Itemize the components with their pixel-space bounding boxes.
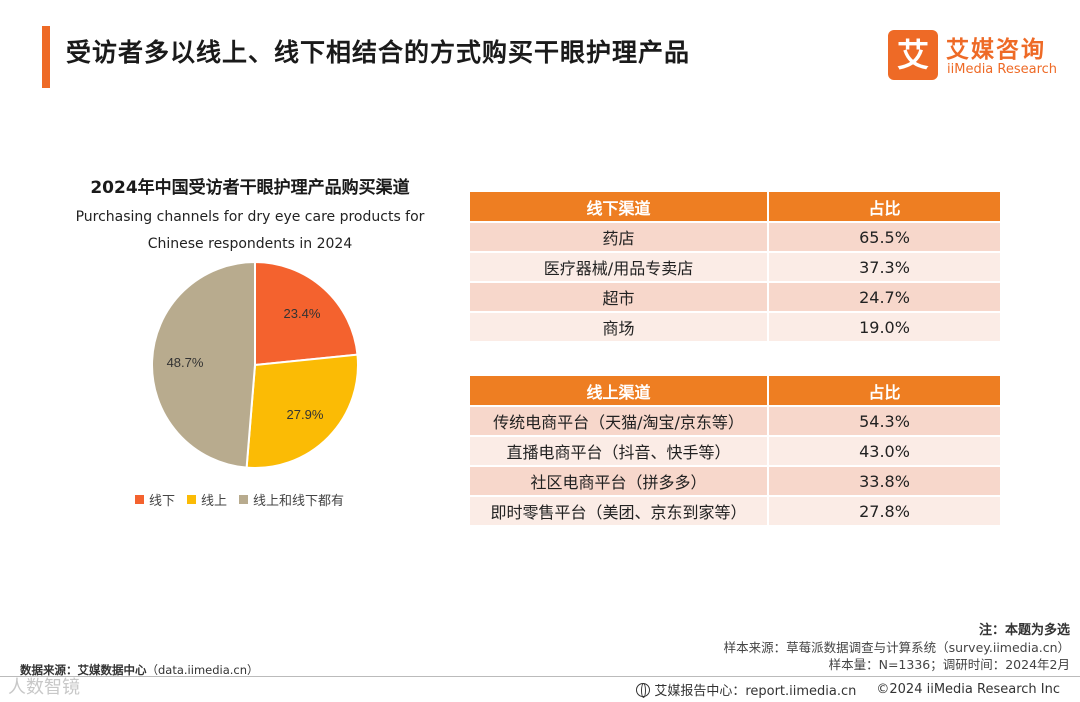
- chart-legend: 线下 线上 线上和线下都有: [135, 490, 356, 509]
- pie-slice-online: [245, 353, 359, 469]
- pie-slice-both: [151, 260, 256, 469]
- share-cell: 33.8%: [768, 466, 1002, 497]
- legend-item-offline: 线下: [135, 490, 175, 509]
- channel-cell: 社区电商平台（拼多多）: [470, 466, 769, 497]
- chart-subtitle: Purchasing channels for dry eye care pro…: [40, 204, 460, 258]
- channel-cell: 直播电商平台（抖音、快手等）: [470, 436, 769, 467]
- data-source-url: （data.iimedia.cn）: [146, 663, 259, 677]
- footer-divider: [0, 676, 1080, 677]
- watermark: 人数智镜: [8, 677, 80, 698]
- table-row: 医疗器械/用品专卖店 37.3%: [470, 252, 1002, 283]
- table-row: 传统电商平台（天猫/淘宝/京东等） 54.3%: [470, 406, 1002, 437]
- logo-en-text: iiMedia Research: [947, 62, 1058, 77]
- column-header-channel: 线下渠道: [470, 192, 769, 223]
- channel-cell: 传统电商平台（天猫/淘宝/京东等）: [470, 406, 769, 437]
- share-cell: 37.3%: [768, 252, 1002, 283]
- iimedia-logo: 艾 艾媒咨询 iiMedia Research: [888, 30, 1060, 80]
- table-row: 社区电商平台（拼多多） 33.8%: [470, 466, 1002, 497]
- pie-label-online: 27.9%: [287, 407, 324, 422]
- legend-swatch-offline: [135, 495, 144, 504]
- pie-label-both: 48.7%: [167, 355, 204, 370]
- table-row: 直播电商平台（抖音、快手等） 43.0%: [470, 436, 1002, 467]
- legend-label-offline: 线下: [149, 494, 176, 509]
- globe-icon: [636, 682, 651, 698]
- share-cell: 43.0%: [768, 436, 1002, 467]
- share-cell: 54.3%: [768, 406, 1002, 437]
- channel-cell: 药店: [470, 222, 769, 253]
- pie-chart: 23.4% 27.9% 48.7%: [151, 260, 359, 469]
- logo-mark-icon: 艾: [888, 30, 938, 80]
- column-header-share: 占比: [768, 376, 1002, 407]
- data-source: 数据来源：艾媒数据中心（data.iimedia.cn）: [20, 662, 259, 678]
- sample-size: 样本量：N=1336；调研时间：2024年2月: [828, 657, 1070, 672]
- footer: 艾媒报告中心：report.iimedia.cn ©2024 iiMedia R…: [636, 680, 1060, 699]
- pie-slice-offline: [254, 260, 359, 367]
- pie-label-offline: 23.4%: [284, 306, 321, 321]
- channel-cell: 商场: [470, 312, 769, 343]
- table-row: 药店 65.5%: [470, 222, 1002, 253]
- chart-subtitle-line-1: Purchasing channels for dry eye care pro…: [75, 209, 425, 225]
- legend-swatch-both: [239, 495, 249, 504]
- legend-item-both: 线上和线下都有: [239, 490, 344, 509]
- legend-swatch-online: [187, 495, 197, 504]
- logo-cn-text: 艾媒咨询: [946, 37, 1046, 63]
- online-channel-table: 线上渠道 占比 传统电商平台（天猫/淘宝/京东等） 54.3% 直播电商平台（抖…: [470, 376, 1002, 527]
- share-cell: 27.8%: [768, 496, 1002, 527]
- table-row: 即时零售平台（美团、京东到家等） 27.8%: [470, 496, 1002, 527]
- table-row: 超市 24.7%: [470, 282, 1002, 313]
- channel-cell: 即时零售平台（美团、京东到家等）: [470, 496, 769, 527]
- chart-title: 2024年中国受访者干眼护理产品购买渠道: [90, 178, 410, 198]
- channel-cell: 超市: [470, 282, 769, 313]
- legend-label-online: 线上: [201, 494, 228, 509]
- sample-source: 样本来源：草莓派数据调查与计算系统（survey.iimedia.cn）: [723, 640, 1070, 655]
- copyright: ©2024 iiMedia Research Inc: [876, 682, 1060, 697]
- legend-item-online: 线上: [187, 490, 227, 509]
- share-cell: 19.0%: [768, 312, 1002, 343]
- offline-channel-table: 线下渠道 占比 药店 65.5% 医疗器械/用品专卖店 37.3% 超市 24.…: [470, 192, 1002, 343]
- table-header-row: 线上渠道 占比: [470, 376, 1002, 407]
- share-cell: 24.7%: [768, 282, 1002, 313]
- legend-label-both: 线上和线下都有: [253, 494, 345, 509]
- notes-block: 注：本题为多选 样本来源：草莓派数据调查与计算系统（survey.iimedia…: [724, 622, 1070, 673]
- chart-subtitle-line-2: Chinese respondents in 2024: [147, 236, 353, 252]
- multi-select-note: 注：本题为多选: [978, 623, 1070, 638]
- channel-cell: 医疗器械/用品专卖店: [470, 252, 769, 283]
- share-cell: 65.5%: [768, 222, 1002, 253]
- page-title: 受访者多以线上、线下相结合的方式购买干眼护理产品: [66, 38, 691, 67]
- table-header-row: 线下渠道 占比: [470, 192, 1002, 223]
- report-center-link[interactable]: 艾媒报告中心：report.iimedia.cn: [654, 684, 857, 699]
- table-row: 商场 19.0%: [470, 312, 1002, 343]
- column-header-channel: 线上渠道: [470, 376, 769, 407]
- column-header-share: 占比: [768, 192, 1002, 223]
- data-source-label: 数据来源：艾媒数据中心: [20, 663, 147, 677]
- title-accent-bar: [42, 26, 50, 88]
